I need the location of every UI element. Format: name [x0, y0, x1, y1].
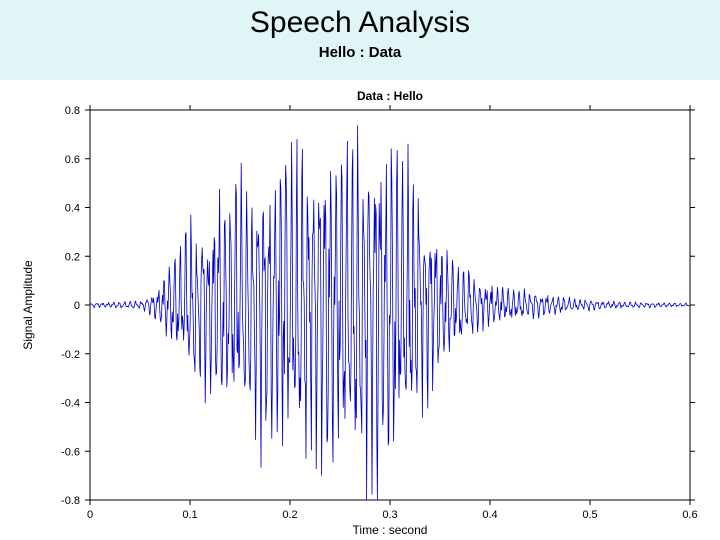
- svg-text:0.2: 0.2: [282, 509, 297, 521]
- svg-text:-0.2: -0.2: [61, 349, 80, 361]
- slide-header: Speech Analysis Hello : Data: [0, 0, 720, 80]
- svg-text:0.6: 0.6: [65, 154, 80, 166]
- svg-text:0.3: 0.3: [382, 509, 397, 521]
- svg-text:0.5: 0.5: [582, 509, 597, 521]
- svg-text:-0.8: -0.8: [61, 495, 80, 507]
- page-title: Speech Analysis: [0, 4, 720, 40]
- svg-text:Data : Hello: Data : Hello: [357, 89, 423, 103]
- svg-text:Time : second: Time : second: [353, 523, 428, 537]
- svg-text:0.4: 0.4: [482, 509, 497, 521]
- svg-text:0.2: 0.2: [65, 251, 80, 263]
- svg-text:-0.4: -0.4: [61, 398, 80, 410]
- svg-text:0: 0: [87, 509, 93, 521]
- svg-text:0.6: 0.6: [682, 509, 697, 521]
- svg-text:-0.6: -0.6: [61, 446, 80, 458]
- svg-text:0.8: 0.8: [65, 105, 80, 117]
- svg-text:Signal Amplitude: Signal Amplitude: [21, 260, 35, 350]
- svg-text:0.4: 0.4: [65, 203, 80, 215]
- page-subtitle: Hello : Data: [0, 44, 720, 61]
- svg-text:0.1: 0.1: [182, 509, 197, 521]
- waveform-chart: Data : Hello -0.8 -0.6 -0.4 -0.2 0 0.2 0.4 0.6 0.…: [0, 80, 720, 540]
- svg-text:0: 0: [74, 300, 80, 312]
- waveform-svg: Data : Hello -0.8 -0.6 -0.4 -0.2 0 0.2 0.4 0.6 0.…: [0, 80, 720, 540]
